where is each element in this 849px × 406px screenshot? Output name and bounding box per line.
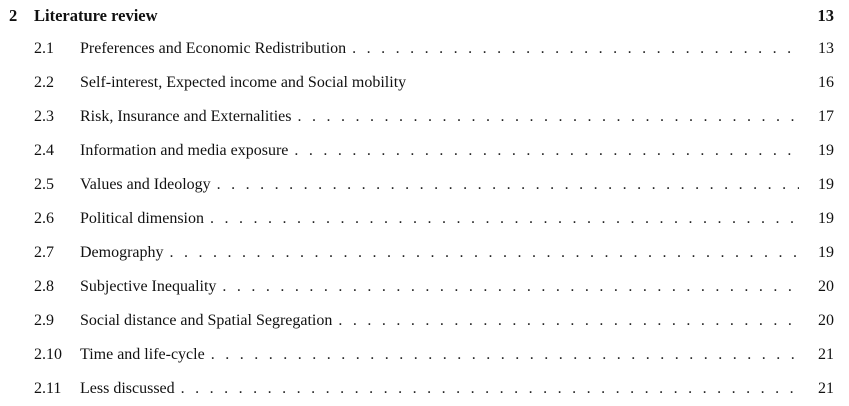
section-number: 2.8 [34,278,54,295]
section-title: Time and life-cycle [80,346,205,363]
section-title: Subjective Inequality [80,278,217,295]
section-number: 2.1 [34,40,54,57]
dot-leader: ........................................… [297,108,800,125]
dot-leader: ........................................… [222,278,799,295]
section-page-number: 20 [818,278,834,295]
section-page-number: 19 [818,210,834,227]
dot-leader: ........................................… [294,142,799,159]
toc-section-entry[interactable]: 2.9 Social distance and Spatial Segregat… [0,308,849,334]
toc-section-entry[interactable]: 2.11 Less discussed ....................… [0,376,849,402]
section-page-number: 21 [818,346,834,363]
section-page-number: 19 [818,176,834,193]
toc-section-entry[interactable]: 2.7 Demography .........................… [0,240,849,266]
dot-leader: ........................................… [338,312,799,329]
dot-leader: ........................................… [210,210,799,227]
toc-section-entry[interactable]: 2.3 Risk, Insurance and Externalities ..… [0,104,849,130]
section-title: Self-interest, Expected income and Socia… [80,74,407,91]
section-title: Risk, Insurance and Externalities [80,108,292,125]
section-title: Preferences and Economic Redistribution [80,40,347,57]
toc-section-entry[interactable]: 2.5 Values and Ideology ................… [0,172,849,198]
section-title: Social distance and Spatial Segregation [80,312,333,329]
section-number: 2.10 [34,346,62,363]
toc-section-entry[interactable]: 2.6 Political dimension ................… [0,206,849,232]
dot-leader: ........................................… [180,380,799,397]
section-number: 2.9 [34,312,54,329]
dot-leader: ........................................… [216,176,799,193]
section-page-number: 19 [818,244,834,261]
dot-leader: ........................................… [210,346,799,363]
section-number: 2.11 [34,380,62,397]
toc-chapter-entry[interactable]: 2 Literature review 13 [0,3,849,29]
section-page-number: 13 [818,40,834,57]
section-number: 2.2 [34,74,54,91]
section-title: Political dimension [80,210,204,227]
section-title: Demography [80,244,164,261]
section-page-number: 16 [818,74,834,91]
section-number: 2.5 [34,176,54,193]
section-page-number: 20 [818,312,834,329]
chapter-number: 2 [9,6,18,25]
section-number: 2.4 [34,142,54,159]
toc-section-entry[interactable]: 2.10 Time and life-cycle ...............… [0,342,849,368]
dot-leader: ........................................… [352,40,799,57]
dot-leader: ........................................… [169,244,799,261]
toc-section-entry[interactable]: 2.2 Self-interest, Expected income and S… [0,70,849,96]
chapter-title: Literature review [34,6,158,25]
toc-section-entry[interactable]: 2.4 Information and media exposure .....… [0,138,849,164]
chapter-page-number: 13 [817,6,835,25]
toc-section-entry[interactable]: 2.1 Preferences and Economic Redistribut… [0,36,849,62]
section-page-number: 19 [818,142,834,159]
section-number: 2.6 [34,210,54,227]
section-title: Less discussed [80,380,175,397]
section-number: 2.7 [34,244,54,261]
section-title: Values and Ideology [80,176,211,193]
section-title: Information and media exposure [80,142,289,159]
section-page-number: 17 [818,108,834,125]
toc-section-entry[interactable]: 2.8 Subjective Inequality ..............… [0,274,849,300]
section-number: 2.3 [34,108,54,125]
section-page-number: 21 [818,380,834,397]
